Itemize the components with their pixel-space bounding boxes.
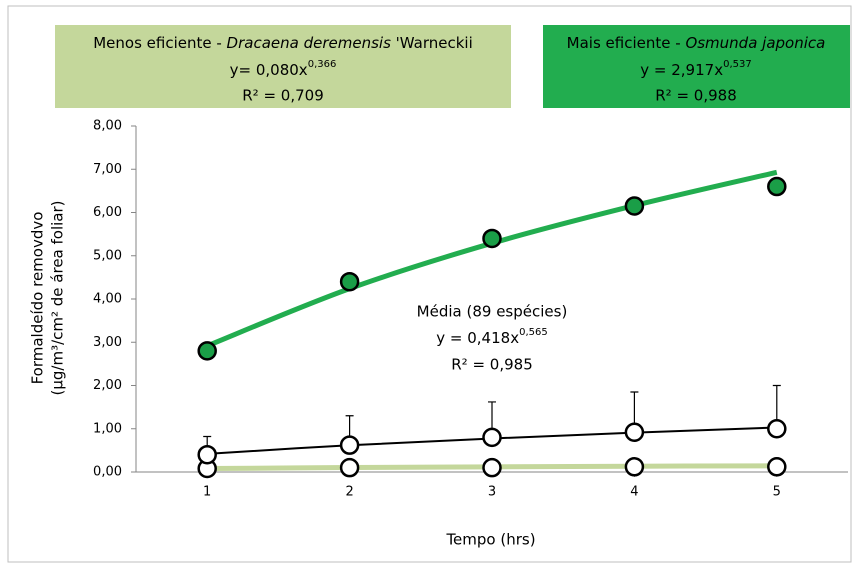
marker [767,176,787,197]
annotation-box [543,25,850,108]
marker [339,435,360,455]
equation: y = 0,418x0,565 [436,327,547,347]
equation-exponent: 0,537 [723,59,752,70]
marker [624,422,645,442]
marker [339,457,360,478]
marker [339,271,360,292]
y-axis-title: Formaldeído removdvo (µg/m³/cm² de área … [29,200,67,395]
marker [624,457,645,477]
marker [767,457,787,477]
x-tick-label: 2 [345,485,353,500]
y-tick-label: 1,00 [93,421,122,436]
y-tick-label: 0,00 [93,465,122,480]
marker [767,419,787,439]
marker [482,427,502,448]
y-axis-title-line: (µg/m³/cm² de área foliar) [49,200,67,395]
annotation-title: Média (89 espécies) [417,303,568,321]
annotation-text: Mais eficiente - [567,34,686,52]
equation: y= 0,080x0,366 [230,59,337,79]
marker [482,228,502,249]
annotation-text: Dracaena deremensis [227,34,392,52]
chart-border [7,5,852,563]
marker [482,457,502,478]
y-axis-title-line: Formaldeído removdvo [29,212,47,385]
equation-exponent: 0,366 [308,59,337,70]
equation-text: y = 2,917x [640,61,723,79]
y-tick-label: 5,00 [93,248,122,263]
marker [624,196,645,216]
y-tick-label: 2,00 [93,378,122,393]
marker [197,341,217,361]
y-tick-label: 6,00 [93,205,122,220]
y-tick-label: 7,00 [93,162,122,177]
r-squared: R² = 0,709 [242,87,323,105]
x-tick-label: 1 [203,485,211,500]
y-tick-label: 3,00 [93,335,122,350]
equation-exponent: 0,565 [519,327,548,338]
r-squared: R² = 0,985 [451,356,532,374]
x-tick-label: 3 [488,485,496,500]
x-tick-label: 4 [630,485,638,500]
y-tick-label: 8,00 [93,119,122,134]
annotation-text: 'Warneckii [391,34,473,52]
annotation-title: Mais eficiente - Osmunda japonica [567,34,826,52]
equation-text: y= 0,080x [230,61,308,79]
annotation-box [55,25,511,108]
equation-text: y = 0,418x [436,329,519,347]
annotation-title: Menos eficiente - Dracaena deremensis 'W… [93,34,473,52]
equation: y = 2,917x0,537 [640,59,751,79]
marker [197,444,217,465]
y-tick-label: 4,00 [93,292,122,307]
r-squared: R² = 0,988 [655,87,736,105]
x-tick-label: 5 [773,485,781,500]
x-axis-title: Tempo (hrs) [445,531,535,549]
annotation-text: Osmunda japonica [685,34,825,52]
annotation-text: Menos eficiente - [93,34,226,52]
